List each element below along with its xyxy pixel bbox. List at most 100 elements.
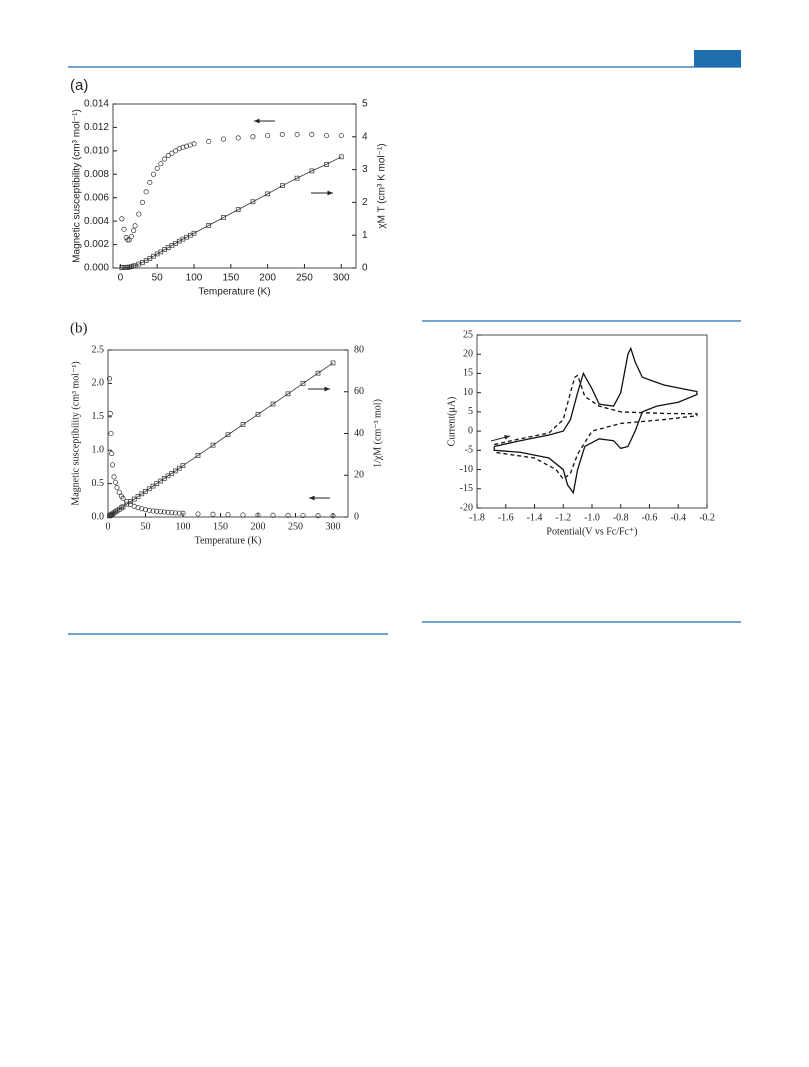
data-point xyxy=(221,215,226,220)
arrow-head xyxy=(327,190,333,196)
data-point xyxy=(132,223,138,229)
data-point xyxy=(157,509,164,515)
x-tick-label: -0.8 xyxy=(613,512,629,523)
panel-label: (a) xyxy=(70,77,88,94)
data-point xyxy=(113,509,118,515)
header-tab xyxy=(694,50,741,67)
y2-tick-label: 20 xyxy=(354,470,364,481)
data-point xyxy=(106,376,113,382)
data-point xyxy=(150,483,156,489)
data-point xyxy=(165,473,171,479)
data-point xyxy=(225,432,231,438)
y-tick-label: -5 xyxy=(465,445,473,456)
data-point xyxy=(270,401,276,407)
data-point xyxy=(225,512,231,518)
data-point xyxy=(210,511,216,517)
data-point xyxy=(128,499,133,504)
y2-tick-label: 40 xyxy=(354,428,364,439)
y-axis-label: Magnetic susceptibility (cm³ mol⁻¹) xyxy=(70,361,81,505)
data-point xyxy=(180,463,186,468)
y-tick-label: 0.012 xyxy=(84,122,109,133)
data-point xyxy=(338,154,344,160)
data-point xyxy=(109,462,116,468)
data-point xyxy=(235,135,241,141)
data-point xyxy=(165,152,171,159)
y-tick-label: 0.008 xyxy=(84,169,109,180)
data-point xyxy=(136,211,142,217)
data-point xyxy=(220,136,227,142)
y2-tick-label: 60 xyxy=(354,386,364,397)
data-point xyxy=(150,508,156,514)
y-axis-label: Magnetic susceptibility (cm³ mol⁻¹) xyxy=(72,109,83,263)
y-tick-label: 0.014 xyxy=(84,99,109,110)
data-point xyxy=(126,237,132,243)
data-point xyxy=(165,509,171,515)
data-point xyxy=(279,131,285,138)
arrow-head xyxy=(324,386,330,392)
x-tick-label: 150 xyxy=(222,273,239,284)
y2-tick-label: 2 xyxy=(362,197,368,208)
data-point xyxy=(139,199,146,205)
data-point xyxy=(158,161,164,167)
x-tick-label: 50 xyxy=(141,521,151,532)
y-tick-label: -20 xyxy=(460,502,473,513)
data-point xyxy=(112,479,119,485)
y-tick-label: 20 xyxy=(463,349,473,360)
series-line xyxy=(494,374,698,481)
data-point xyxy=(107,410,113,417)
data-point xyxy=(323,133,330,139)
y-tick-label: 5 xyxy=(468,406,473,417)
data-point xyxy=(265,191,270,197)
data-point xyxy=(309,168,315,174)
data-point xyxy=(250,134,256,140)
data-point xyxy=(315,513,321,519)
data-point xyxy=(235,207,241,212)
data-point xyxy=(109,450,115,457)
x-tick-label: -1.6 xyxy=(498,512,514,523)
x-tick-label: 300 xyxy=(333,273,350,284)
data-point xyxy=(143,189,149,195)
chart: -1.8 -1.6 -1.4 -1.2 -1.0 -0.8 -0.6 -0.4 -0.2 -20 -… xyxy=(446,329,715,537)
data-point xyxy=(294,175,300,181)
data-point xyxy=(210,442,216,448)
data-point xyxy=(169,150,175,156)
data-point xyxy=(120,504,126,510)
x-axis-label: Potential(V vs Fc/Fc⁺) xyxy=(546,526,637,537)
data-point xyxy=(191,230,197,236)
data-point xyxy=(176,465,182,471)
x-tick-label: 100 xyxy=(186,273,203,284)
y-tick-label: 0.004 xyxy=(84,216,109,227)
arrow-head xyxy=(254,118,260,124)
x-tick-label: -0.4 xyxy=(670,512,686,523)
data-point xyxy=(184,143,190,149)
data-point xyxy=(125,237,131,243)
x-tick-label: 0 xyxy=(118,273,124,284)
data-point xyxy=(108,430,114,437)
x-tick-label: -1.4 xyxy=(527,512,543,523)
y-tick-label: 0.006 xyxy=(84,192,109,203)
series-line xyxy=(109,362,334,517)
x-tick-label: 0 xyxy=(106,521,111,532)
data-point xyxy=(161,476,167,481)
y-tick-label: 1.5 xyxy=(92,411,105,422)
data-point xyxy=(280,183,285,189)
data-point xyxy=(135,494,141,499)
y-tick-label: 1.0 xyxy=(92,444,105,455)
chart: (b) 0 50 100 150 200 250 300 0.0 0.5 1.0 1.5 2.0 2.5 0… xyxy=(70,320,383,546)
data-point xyxy=(124,501,130,507)
y-tick-label: 0.000 xyxy=(84,263,109,274)
y-tick-label: 2.0 xyxy=(92,378,105,389)
x-tick-label: -0.2 xyxy=(699,512,715,523)
data-point xyxy=(161,156,168,162)
y-tick-label: -10 xyxy=(460,464,473,475)
data-point xyxy=(187,142,193,148)
data-point xyxy=(206,223,212,228)
data-point xyxy=(195,511,201,517)
y2-tick-label: 0 xyxy=(362,263,368,274)
data-point xyxy=(240,512,246,518)
x-tick-label: 300 xyxy=(326,521,341,532)
x-tick-label: 250 xyxy=(288,521,303,532)
data-point xyxy=(147,179,153,186)
